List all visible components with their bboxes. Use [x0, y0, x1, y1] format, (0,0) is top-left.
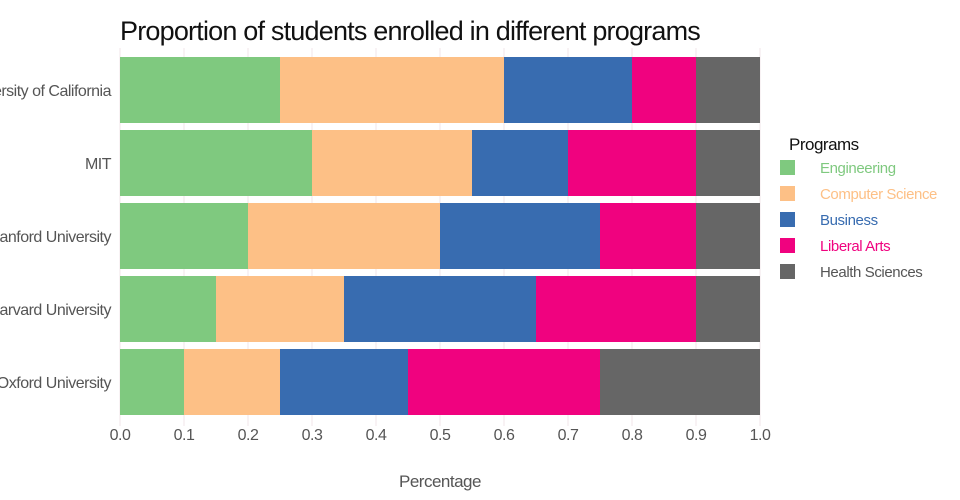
- bar-computer-science: [312, 130, 472, 196]
- legend: Programs Engineering Computer Science Busi…: [780, 135, 937, 281]
- y-tick-label: MIT: [85, 156, 112, 173]
- bar-health-sciences: [696, 203, 760, 269]
- bar-engineering: [120, 276, 216, 342]
- legend-entry: Liberal Arts: [820, 238, 890, 255]
- bar-business: [344, 276, 536, 342]
- x-tick-label: 0.8: [622, 427, 643, 444]
- bar-health-sciences: [696, 57, 760, 123]
- x-tick-label: 0.3: [302, 427, 323, 444]
- bar-health-sciences: [696, 276, 760, 342]
- legend-entry: Health Sciences: [820, 264, 922, 281]
- x-axis-ticks: 0.0 0.1 0.2 0.3 0.4 0.5 0.6 0.7 0.8 0.9 1.0: [110, 427, 772, 444]
- legend-swatch: [780, 160, 795, 175]
- legend-swatch: [780, 186, 795, 201]
- y-tick-label: Harvard University: [0, 302, 111, 319]
- bar-health-sciences: [696, 130, 760, 196]
- bar-liberal-arts: [408, 349, 600, 415]
- x-tick-label: 0.0: [110, 427, 131, 444]
- y-tick-label: Oxford University: [0, 375, 111, 392]
- legend-title: Programs: [789, 135, 859, 154]
- x-tick-label: 0.2: [238, 427, 259, 444]
- legend-entry: Business: [820, 212, 878, 229]
- bar-computer-science: [248, 203, 440, 269]
- bar-liberal-arts: [632, 57, 696, 123]
- y-axis-ticks: University of California MIT Stanford Univ…: [0, 83, 112, 392]
- legend-entry: Computer Science: [820, 186, 937, 203]
- y-tick-label: Stanford University: [0, 229, 111, 246]
- legend-swatch: [780, 264, 795, 279]
- legend-entry: Engineering: [820, 160, 896, 177]
- bar-computer-science: [216, 276, 344, 342]
- bar-computer-science: [280, 57, 504, 123]
- legend-swatch: [780, 212, 795, 227]
- x-tick-label: 1.0: [750, 427, 771, 444]
- bar-health-sciences: [600, 349, 760, 415]
- bar-liberal-arts: [536, 276, 696, 342]
- chart-title: Proportion of students enrolled in diffe…: [120, 16, 700, 46]
- bar-computer-science: [184, 349, 280, 415]
- x-tick-label: 0.9: [686, 427, 707, 444]
- bar-engineering: [120, 57, 280, 123]
- x-tick-label: 0.4: [366, 427, 387, 444]
- bar-liberal-arts: [568, 130, 696, 196]
- x-tick-label: 0.1: [174, 427, 195, 444]
- y-tick-label: University of California: [0, 83, 112, 100]
- x-tick-label: 0.5: [430, 427, 451, 444]
- x-tick-label: 0.6: [494, 427, 515, 444]
- x-axis-label: Percentage: [399, 472, 481, 491]
- bar-engineering: [120, 130, 312, 196]
- bar-liberal-arts: [600, 203, 696, 269]
- bar-business: [504, 57, 632, 123]
- x-tick-label: 0.7: [558, 427, 579, 444]
- bar-engineering: [120, 349, 184, 415]
- legend-swatch: [780, 238, 795, 253]
- bars: [120, 57, 760, 415]
- bar-business: [472, 130, 568, 196]
- bar-business: [280, 349, 408, 415]
- bar-engineering: [120, 203, 248, 269]
- bar-business: [440, 203, 600, 269]
